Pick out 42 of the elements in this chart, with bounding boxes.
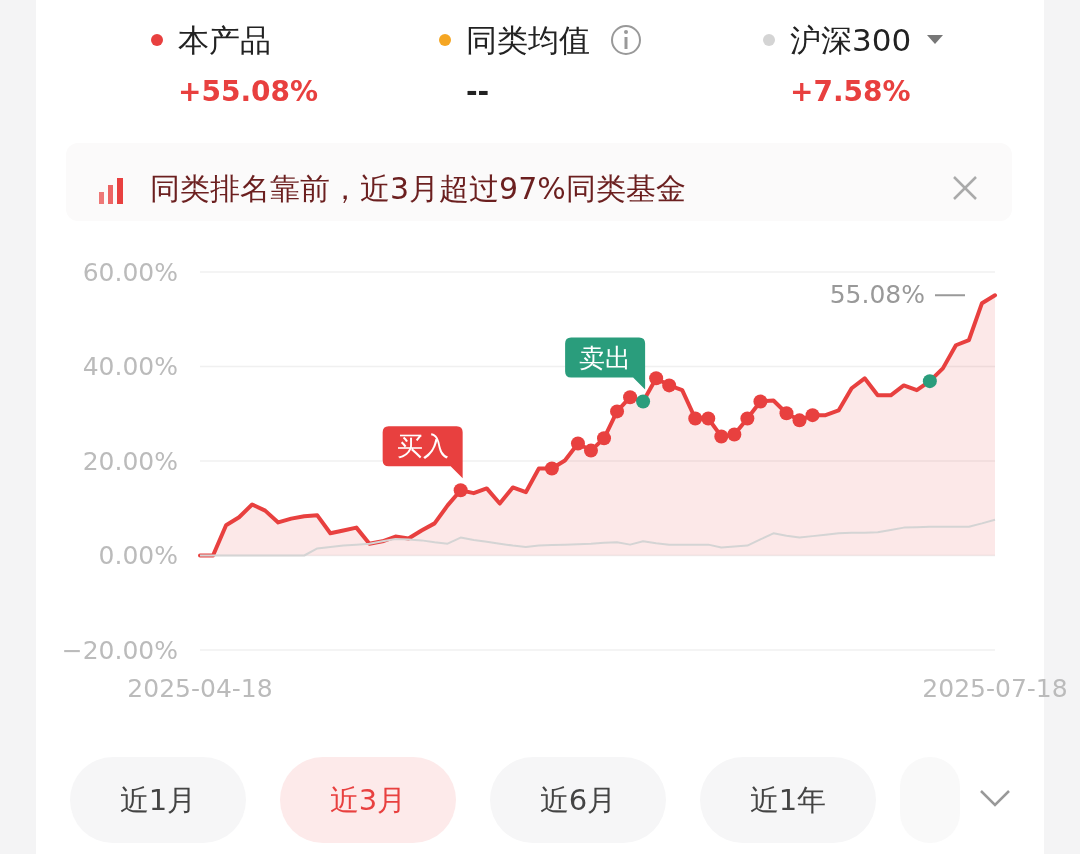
annotation: 55.08% <box>829 280 925 309</box>
point <box>792 413 807 428</box>
series-label: 买入 <box>396 431 449 462</box>
point <box>649 371 664 386</box>
text: +55.08% <box>178 75 319 108</box>
point <box>583 443 598 458</box>
point <box>597 431 612 446</box>
y-tick-label: 60.00% <box>82 257 178 287</box>
text: 近1年 <box>749 783 827 818</box>
legend-label: 同类均值 <box>466 22 590 58</box>
x-tick-label: 2025-07-18 <box>922 674 1068 703</box>
point <box>688 411 703 426</box>
y-tick-label: 20.00% <box>82 446 178 476</box>
text: 近6月 <box>539 783 617 818</box>
point <box>805 408 820 423</box>
point <box>623 390 638 405</box>
point <box>544 461 559 476</box>
point <box>662 378 677 393</box>
chart-subtitle: 同类排名靠前，近3月超过97%同类基金 <box>150 171 686 206</box>
point <box>779 406 794 421</box>
point <box>727 427 742 442</box>
point <box>453 483 468 498</box>
point <box>570 436 585 451</box>
point <box>714 429 729 444</box>
text: 近3月 <box>329 783 407 818</box>
y-tick-label: 0.00% <box>98 541 178 571</box>
y-tick-label: −20.00% <box>61 635 178 665</box>
point <box>701 411 716 426</box>
line-series <box>199 518 996 557</box>
point <box>610 404 625 419</box>
legend-label: 沪深300 <box>790 22 912 58</box>
point <box>740 411 755 426</box>
point <box>636 394 651 409</box>
text: +7.58% <box>790 75 911 108</box>
point <box>922 374 937 389</box>
text: 近1月 <box>119 783 197 818</box>
x-tick-label: 2025-04-18 <box>127 674 273 703</box>
text: -- <box>466 75 490 108</box>
series-label: 卖出 <box>579 342 632 373</box>
point <box>753 394 768 409</box>
y-tick-label: 40.00% <box>82 352 178 382</box>
legend-label: 本产品 <box>178 22 271 58</box>
